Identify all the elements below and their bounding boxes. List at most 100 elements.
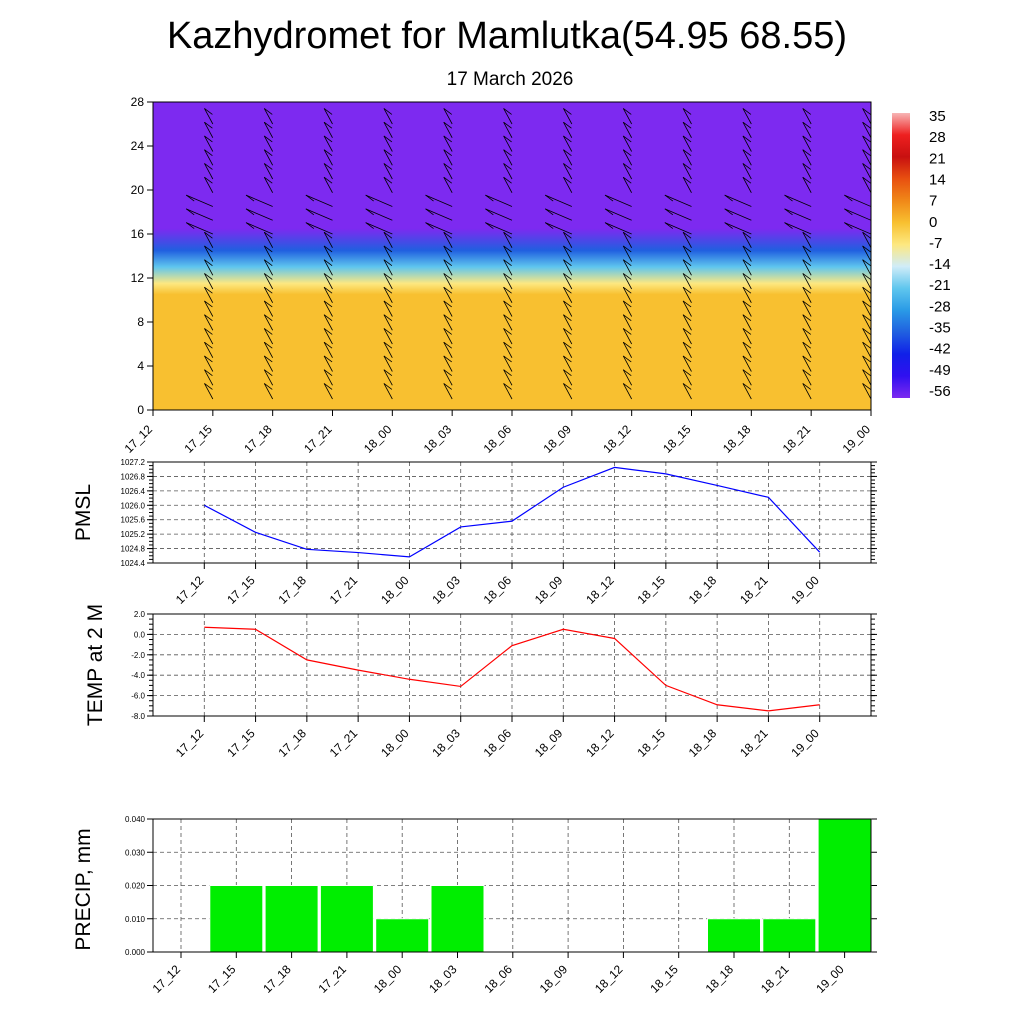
y-tick-label: 16 <box>131 227 145 241</box>
wind-barb-feather <box>862 121 871 129</box>
wind-barb <box>802 135 812 152</box>
wind-barb <box>323 245 333 262</box>
wind-barb-feather <box>443 149 452 157</box>
wind-barb <box>323 232 333 248</box>
wind-barb <box>443 287 453 303</box>
wind-barb <box>263 122 274 138</box>
x-tick-label: 18_00 <box>371 962 405 996</box>
wind-barb-feather <box>264 328 273 335</box>
x-tick-label: 18_09 <box>540 422 574 456</box>
wind-barb <box>443 259 453 276</box>
wind-barb-feather <box>204 273 213 280</box>
x-tick-label: 17_21 <box>327 726 361 760</box>
wind-barb-feather <box>563 176 572 184</box>
wind-barb <box>263 108 274 125</box>
wind-barb <box>844 208 871 221</box>
wind-barb-feather <box>503 231 512 239</box>
wind-barb-feather <box>563 163 572 170</box>
wind-barb <box>153 343 154 344</box>
wind-barb <box>204 328 214 345</box>
wind-barb-feather <box>365 208 374 216</box>
wind-barb <box>682 273 692 290</box>
x-tick-label: 17_18 <box>260 962 294 996</box>
wind-barb <box>153 136 154 138</box>
wind-barb-feather <box>443 300 452 308</box>
wind-barb-feather <box>503 273 512 280</box>
wind-barb <box>563 149 573 166</box>
wind-barb-feather <box>204 314 213 322</box>
wind-barb-feather <box>383 121 393 129</box>
y-tick-label: -2.0 <box>131 651 145 660</box>
wind-barb-feather <box>503 355 512 363</box>
wind-barb <box>724 222 752 235</box>
wind-barb <box>323 355 333 372</box>
wind-barb <box>622 273 633 290</box>
precip-bar <box>319 885 374 953</box>
wind-barb <box>323 149 333 166</box>
wind-barb <box>784 222 812 235</box>
wind-barb-feather <box>862 273 871 280</box>
wind-barb <box>563 245 573 262</box>
x-tick-label: 17_12 <box>150 962 184 996</box>
wind-barb <box>742 135 752 152</box>
wind-barb <box>862 259 871 276</box>
wind-barb <box>503 383 513 400</box>
x-tick-label: 18_12 <box>600 422 634 456</box>
wind-barb-feather <box>664 208 674 216</box>
wind-barb-feather <box>623 383 632 390</box>
wind-barb <box>263 369 274 386</box>
wind-barb <box>862 245 871 262</box>
wind-barb <box>622 328 633 345</box>
wind-barb-feather <box>305 222 315 229</box>
wind-barb <box>563 259 573 276</box>
wind-barb-feather <box>145 287 153 293</box>
wind-barb <box>204 369 214 386</box>
pmsl-panel: 1024.4 1024.8 1025.2 1025.6 1026.0 1026.4 1026… <box>72 458 877 607</box>
wind-barb <box>323 287 333 303</box>
wind-barb <box>383 300 393 317</box>
wind-barb <box>802 342 812 358</box>
wind-barb-feather <box>443 231 452 239</box>
y-tick-label: 1026.8 <box>121 472 146 481</box>
wind-barb-feather <box>443 108 452 115</box>
wind-barb-feather <box>264 245 273 253</box>
wind-barb <box>153 356 154 358</box>
wind-barb-feather <box>204 369 213 377</box>
wind-barb-feather <box>383 176 393 184</box>
precip-bar <box>264 885 319 953</box>
x-tick-label: 17_15 <box>224 573 258 607</box>
wind-barb <box>383 149 393 166</box>
wind-barb-feather <box>503 108 512 115</box>
wind-barb <box>622 383 633 400</box>
wind-barb-feather <box>742 121 752 129</box>
wind-barb <box>153 274 154 276</box>
wind-barb <box>622 342 633 358</box>
wind-barb-feather <box>145 177 153 183</box>
wind-barb-feather <box>862 328 871 335</box>
wind-barb-feather <box>604 208 614 216</box>
wind-barb-feather <box>724 208 733 216</box>
y-tick-label: 1024.8 <box>121 545 146 554</box>
wind-barb <box>742 259 752 276</box>
wind-barb-feather <box>383 314 393 322</box>
x-tick-label: 18_09 <box>532 726 566 760</box>
wind-barb <box>802 232 812 248</box>
wind-barb <box>682 245 692 262</box>
wind-barb-feather <box>862 176 871 184</box>
x-tick-label: 18_00 <box>361 422 395 456</box>
colorbar-label: -14 <box>929 256 951 273</box>
wind-barb <box>443 245 453 262</box>
wind-barb <box>263 342 274 358</box>
wind-barb <box>245 194 273 207</box>
wind-barb-feather <box>323 355 333 363</box>
wind-barb-feather <box>862 314 871 322</box>
wind-barb-feather <box>264 176 273 184</box>
x-tick-label: 17_12 <box>122 422 156 456</box>
wind-barb-feather <box>844 208 853 216</box>
wind-barb <box>742 287 752 303</box>
wind-barb <box>563 108 573 125</box>
wind-barb-feather <box>682 300 692 308</box>
wind-barb-feather <box>145 246 153 252</box>
wind-barb <box>443 369 453 386</box>
wind-barb-feather <box>145 150 153 156</box>
